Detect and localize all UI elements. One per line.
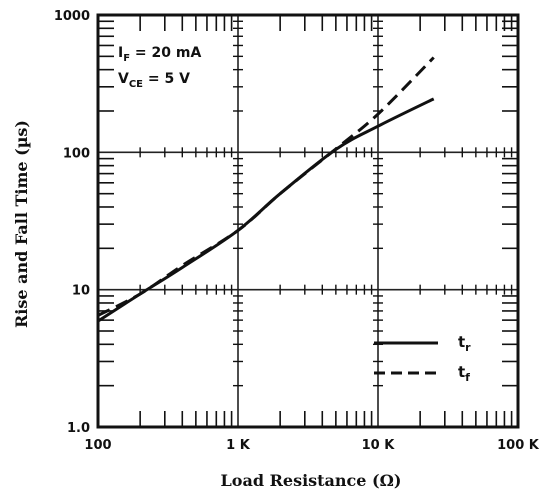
conditions-annotation: IF = 20 mA VCE = 5 V xyxy=(118,45,201,90)
x-tick-label: 1 K xyxy=(226,438,251,453)
x-tick-label: 100 xyxy=(84,438,111,453)
y-tick-label: 1000 xyxy=(54,9,90,24)
x-tick-label: 100 K xyxy=(497,438,540,453)
y-tick-label: 10 xyxy=(72,284,90,299)
plot-frame xyxy=(96,13,520,429)
grid xyxy=(98,15,518,427)
series-line-tf xyxy=(97,56,435,317)
legend: tr tf xyxy=(374,333,471,384)
legend-label-tf: tf xyxy=(458,363,470,384)
annotation-line-2: VCE = 5 V xyxy=(118,71,190,90)
y-tick-label: 100 xyxy=(63,146,90,161)
x-axis-title: Load Resistance (Ω) xyxy=(221,471,402,490)
y-axis-title: Rise and Fall Time (µs) xyxy=(12,120,31,328)
annotation-line-1: IF = 20 mA xyxy=(118,45,201,64)
minor-ticks xyxy=(98,15,518,427)
legend-label-tr: tr xyxy=(458,333,471,354)
series-layer xyxy=(97,56,435,323)
x-tick-label: 10 K xyxy=(362,438,396,453)
tick-labels: 100 1 K 10 K 100 K 1.0 10 100 1000 xyxy=(54,9,540,453)
y-tick-label: 1.0 xyxy=(67,421,90,436)
series-line-tr xyxy=(97,97,435,323)
